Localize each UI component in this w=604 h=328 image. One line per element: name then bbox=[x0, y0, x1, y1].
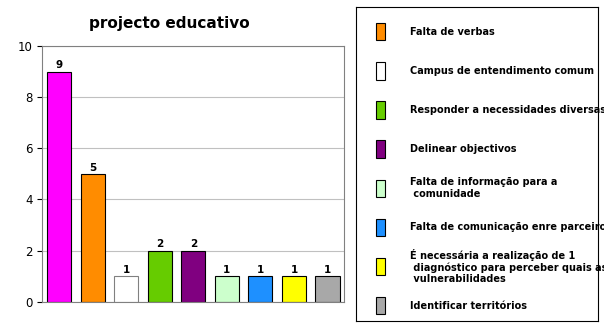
Text: 1: 1 bbox=[123, 265, 130, 275]
FancyBboxPatch shape bbox=[376, 140, 385, 158]
Text: projecto educativo: projecto educativo bbox=[89, 16, 249, 31]
FancyBboxPatch shape bbox=[376, 258, 385, 275]
FancyBboxPatch shape bbox=[376, 23, 385, 40]
Bar bbox=[181, 251, 205, 302]
Bar bbox=[47, 72, 71, 302]
FancyBboxPatch shape bbox=[376, 180, 385, 197]
Text: 2: 2 bbox=[156, 239, 163, 249]
Text: 1: 1 bbox=[291, 265, 298, 275]
Bar bbox=[114, 276, 138, 302]
Text: 1: 1 bbox=[324, 265, 331, 275]
Text: Responder a necessidades diversas: Responder a necessidades diversas bbox=[410, 105, 604, 115]
Text: É necessária a realização de 1
 diagnóstico para perceber quais as
 vulnerabilid: É necessária a realização de 1 diagnósti… bbox=[410, 249, 604, 284]
Bar bbox=[315, 276, 339, 302]
Bar bbox=[147, 251, 172, 302]
FancyBboxPatch shape bbox=[376, 62, 385, 80]
Text: Identificar territórios: Identificar territórios bbox=[410, 301, 527, 311]
FancyBboxPatch shape bbox=[376, 219, 385, 236]
FancyBboxPatch shape bbox=[376, 297, 385, 314]
Text: 2: 2 bbox=[190, 239, 197, 249]
FancyBboxPatch shape bbox=[376, 101, 385, 119]
Bar bbox=[282, 276, 306, 302]
Text: 5: 5 bbox=[89, 163, 96, 173]
Text: 1: 1 bbox=[223, 265, 231, 275]
Text: Campus de entendimento comum: Campus de entendimento comum bbox=[410, 66, 594, 76]
Text: 1: 1 bbox=[257, 265, 264, 275]
Text: Falta de verbas: Falta de verbas bbox=[410, 27, 494, 37]
Text: Delinear objectivos: Delinear objectivos bbox=[410, 144, 516, 154]
Bar bbox=[215, 276, 239, 302]
Bar bbox=[248, 276, 272, 302]
Text: 9: 9 bbox=[56, 60, 63, 70]
Text: Falta de comunicação enre parceiros: Falta de comunicação enre parceiros bbox=[410, 222, 604, 233]
Bar bbox=[80, 174, 104, 302]
Text: Falta de informação para a
 comunidade: Falta de informação para a comunidade bbox=[410, 177, 557, 199]
